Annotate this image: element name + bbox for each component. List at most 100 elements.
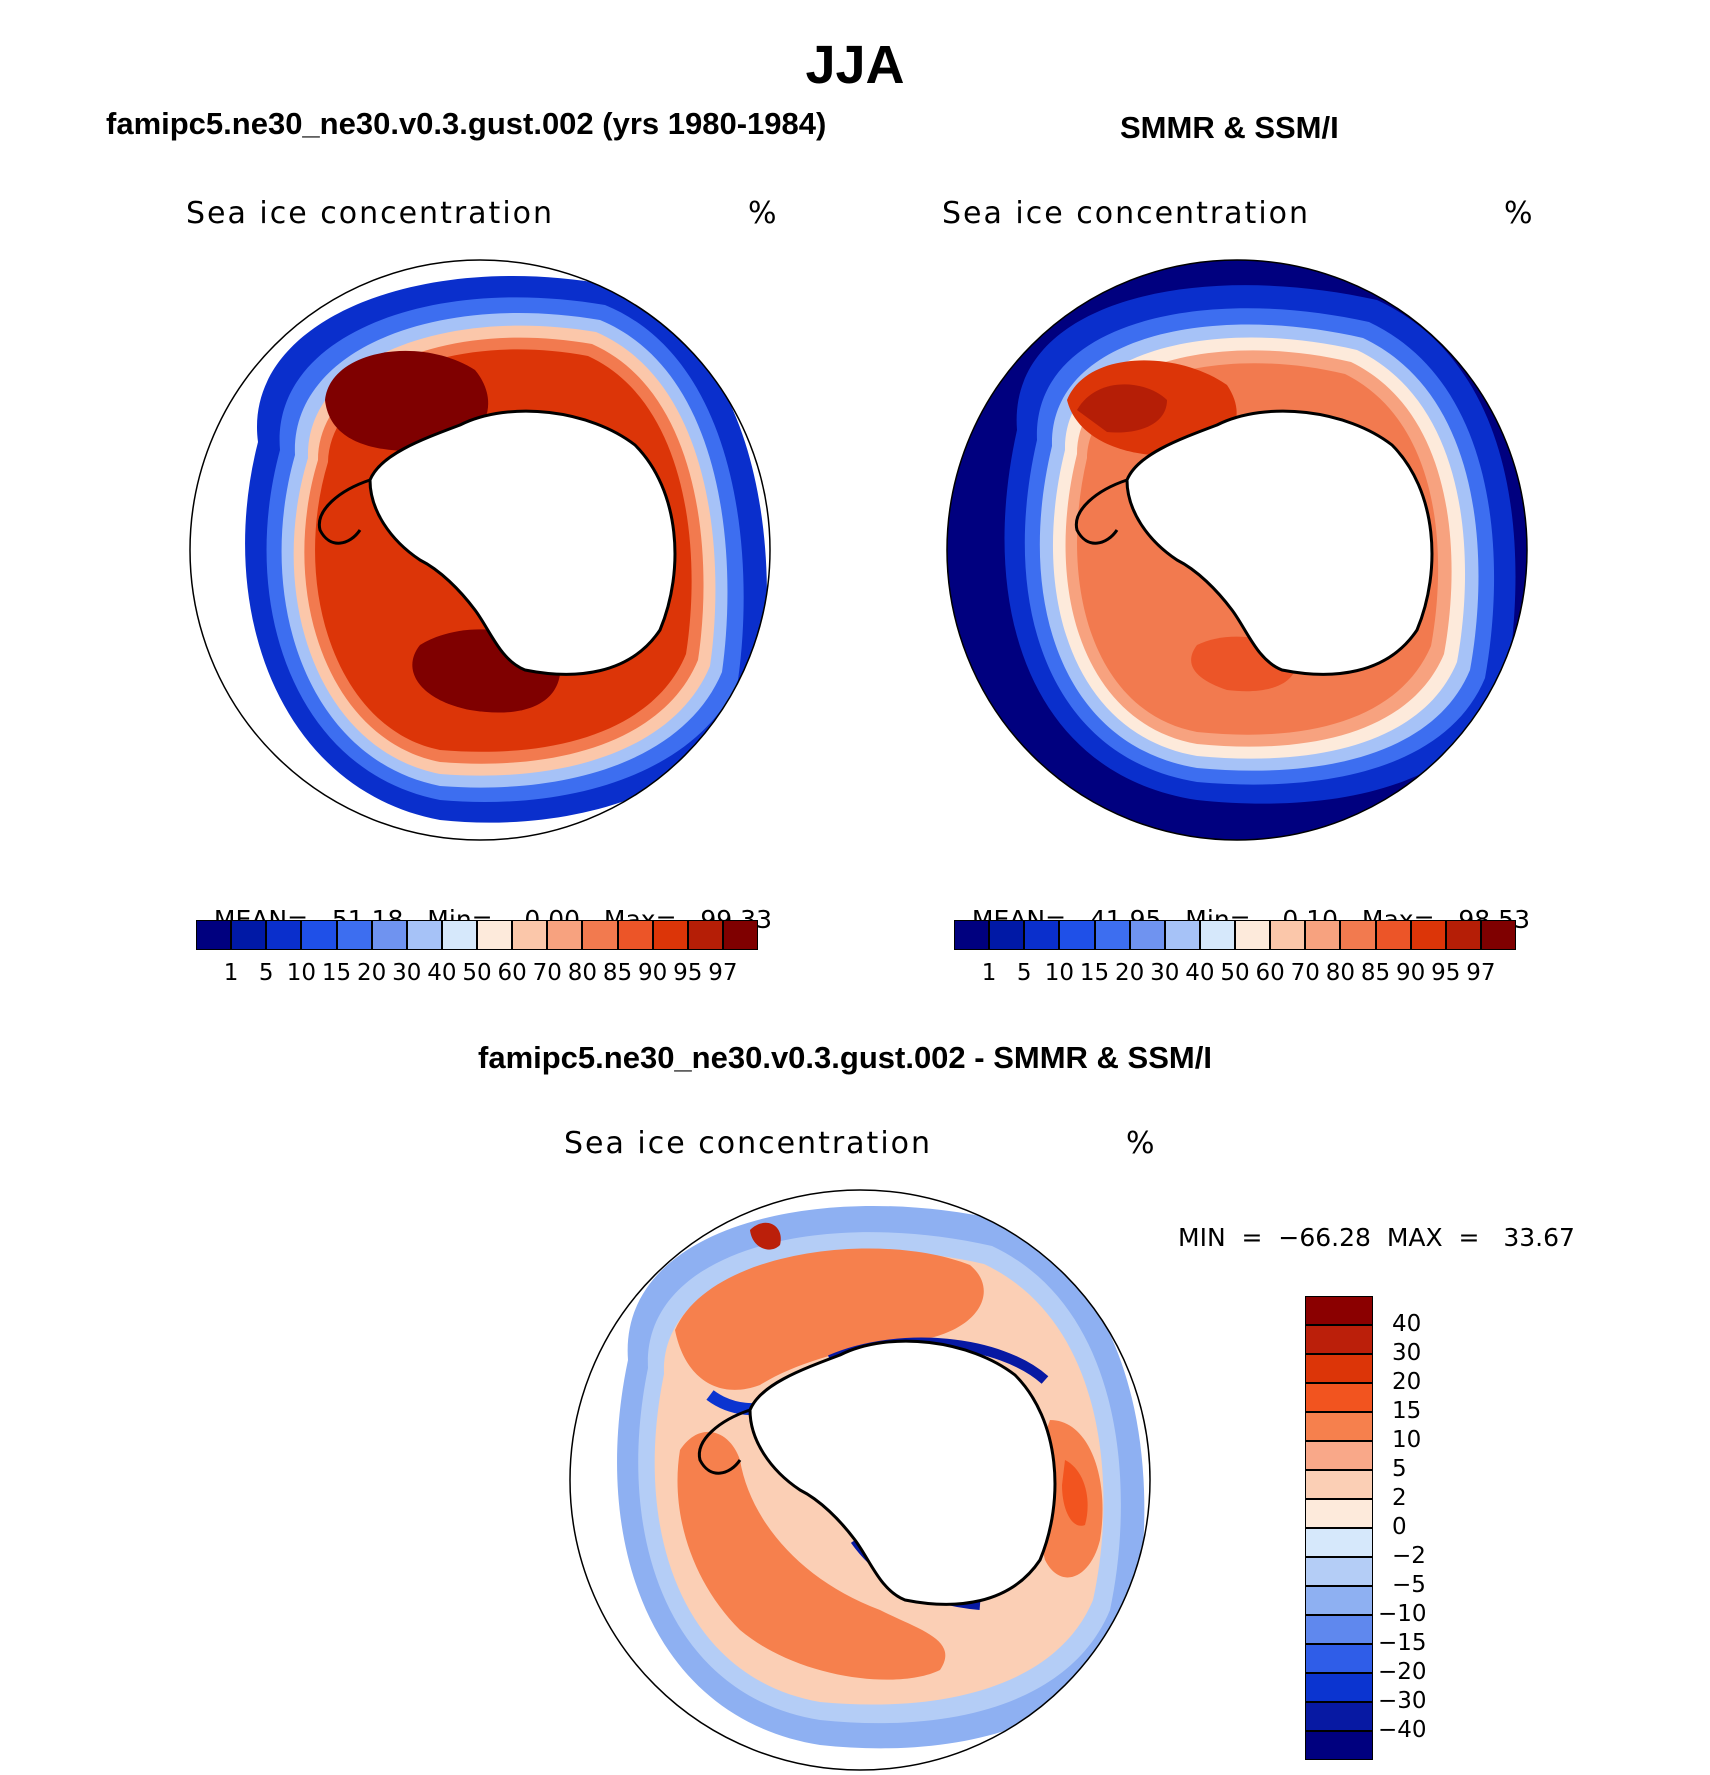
model-colorbar-swatch	[547, 920, 583, 950]
obs-colorbar-tick-label: 95	[1431, 960, 1461, 986]
model-colorbar-tick-label: 95	[673, 960, 703, 986]
model-panel-title: famipc5.ne30_ne30.v0.3.gust.002 (yrs 198…	[106, 106, 827, 141]
obs-colorbar-swatch	[1305, 920, 1341, 950]
diff-colorbar-swatch	[1305, 1412, 1373, 1441]
diff-colorbar-tick-label: 40	[1392, 1311, 1422, 1337]
obs-colorbar-swatch	[1094, 920, 1130, 950]
diff-colorbar-tick-label: −30	[1378, 1688, 1427, 1714]
model-units-label: %	[748, 196, 779, 231]
model-colorbar-tick-label: 97	[708, 960, 738, 986]
diff-min-value: −66.28	[1278, 1223, 1371, 1252]
diff-colorbar-tick-label: −20	[1378, 1659, 1427, 1685]
diff-colorbar-swatch	[1305, 1731, 1373, 1760]
obs-colorbar-tick-label: 15	[1079, 960, 1110, 986]
obs-colorbar-swatch	[954, 920, 990, 950]
obs-colorbar-swatch	[1059, 920, 1095, 950]
obs-colorbar-swatch	[1375, 920, 1411, 950]
diff-colorbar-ticks: 40 30 20 15 10 5 2 0 −2 −5 −10 −15 −20 −30 −40	[1378, 1296, 1478, 1760]
diff-colorbar-swatch	[1305, 1354, 1373, 1383]
diff-min-label: MIN	[1178, 1223, 1226, 1252]
obs-colorbar-tick-label: 85	[1360, 960, 1391, 986]
diff-colorbar-swatch	[1305, 1673, 1373, 1702]
diff-colorbar-swatch	[1305, 1383, 1373, 1412]
model-colorbar-ticks: 1 5 10 15 20 30 40 50 60 70 80 85 90 95 97	[196, 960, 758, 990]
model-colorbar-tick-label: 15	[321, 960, 352, 986]
model-colorbar-swatch	[652, 920, 688, 950]
diff-colorbar-swatch	[1305, 1470, 1373, 1499]
obs-colorbar-tick-label: 80	[1325, 960, 1356, 986]
obs-colorbar-swatch	[1199, 920, 1235, 950]
model-colorbar-swatch	[301, 920, 337, 950]
diff-colorbar-swatch	[1305, 1441, 1373, 1470]
model-colorbar-swatch	[441, 920, 477, 950]
model-colorbar-swatch	[336, 920, 372, 950]
model-colorbar-swatch	[512, 920, 548, 950]
obs-variable-label: Sea ice concentration	[942, 196, 1311, 231]
model-colorbar-tick-label: 40	[427, 960, 457, 986]
obs-colorbar-tick-label: 50	[1220, 960, 1250, 986]
model-colorbar-tick-label: 1	[223, 960, 239, 986]
model-colorbar-tick-label: 60	[497, 960, 527, 986]
figure-title: JJA	[805, 35, 905, 95]
model-colorbar-tick-label: 80	[567, 960, 598, 986]
obs-colorbar	[954, 920, 1516, 950]
obs-colorbar-tick-label: 70	[1290, 960, 1320, 986]
diff-variable-label: Sea ice concentration	[564, 1126, 933, 1161]
obs-colorbar-tick-label: 90	[1395, 960, 1426, 986]
diff-colorbar-swatch	[1305, 1644, 1373, 1673]
diff-colorbar-tick-label: −10	[1378, 1601, 1427, 1627]
obs-colorbar-ticks: 1 5 10 15 20 30 40 50 60 70 80 85 90 95 97	[954, 960, 1516, 990]
diff-colorbar-tick-label: 10	[1392, 1427, 1422, 1453]
obs-colorbar-tick-label: 5	[1016, 960, 1032, 986]
obs-colorbar-tick-label: 30	[1150, 960, 1180, 986]
diff-colorbar-tick-label: −2	[1392, 1543, 1426, 1569]
diff-colorbar-swatch	[1305, 1528, 1373, 1557]
diff-colorbar-swatch	[1305, 1615, 1373, 1644]
diff-colorbar-swatch	[1305, 1586, 1373, 1615]
model-sea-ice-map	[189, 259, 771, 841]
model-colorbar-tick-label: 85	[602, 960, 633, 986]
diff-colorbar-tick-label: 2	[1392, 1485, 1407, 1511]
obs-colorbar-swatch	[1129, 920, 1165, 950]
model-colorbar-tick-label: 70	[532, 960, 562, 986]
obs-colorbar-swatch	[1410, 920, 1446, 950]
model-colorbar-swatch	[687, 920, 723, 950]
model-colorbar-swatch	[406, 920, 442, 950]
model-colorbar-swatch	[477, 920, 513, 950]
obs-colorbar-swatch	[1024, 920, 1060, 950]
model-colorbar-tick-label: 90	[637, 960, 668, 986]
obs-colorbar-swatch	[1235, 920, 1271, 950]
diff-max-label: MAX	[1386, 1223, 1443, 1252]
diff-max-value: 33.67	[1503, 1223, 1575, 1252]
model-colorbar-swatch	[231, 920, 267, 950]
model-colorbar-swatch	[722, 920, 758, 950]
diff-stats: MIN = −66.28 MAX = 33.67	[1178, 1223, 1575, 1252]
obs-colorbar-swatch	[1164, 920, 1200, 950]
model-colorbar-tick-label: 50	[462, 960, 492, 986]
diff-colorbar	[1305, 1296, 1373, 1760]
diff-colorbar-tick-label: −5	[1392, 1572, 1426, 1598]
model-colorbar-swatch	[582, 920, 618, 950]
diff-colorbar-tick-label: 0	[1392, 1514, 1407, 1540]
obs-antarctica-land	[1125, 409, 1434, 676]
diff-antarctica-land	[748, 1339, 1057, 1606]
obs-colorbar-tick-label: 20	[1114, 960, 1145, 986]
model-colorbar-tick-label: 20	[356, 960, 387, 986]
model-colorbar-swatch	[617, 920, 653, 950]
model-colorbar	[196, 920, 758, 950]
model-variable-label: Sea ice concentration	[186, 196, 555, 231]
diff-units-label: %	[1126, 1126, 1157, 1161]
diff-colorbar-swatch	[1305, 1557, 1373, 1586]
model-colorbar-swatch	[196, 920, 232, 950]
diff-map-boundary	[569, 1189, 1151, 1771]
model-colorbar-tick-label: 30	[392, 960, 422, 986]
model-colorbar-tick-label: 5	[258, 960, 274, 986]
obs-panel-title: SMMR & SSM/I	[1120, 110, 1339, 145]
obs-colorbar-tick-label: 60	[1255, 960, 1285, 986]
diff-sea-ice-map	[569, 1189, 1151, 1771]
model-colorbar-tick-label: 10	[286, 960, 317, 986]
model-colorbar-swatch	[266, 920, 302, 950]
diff-colorbar-tick-label: 20	[1392, 1369, 1422, 1395]
model-map-boundary	[189, 259, 771, 841]
model-colorbar-swatch	[371, 920, 407, 950]
